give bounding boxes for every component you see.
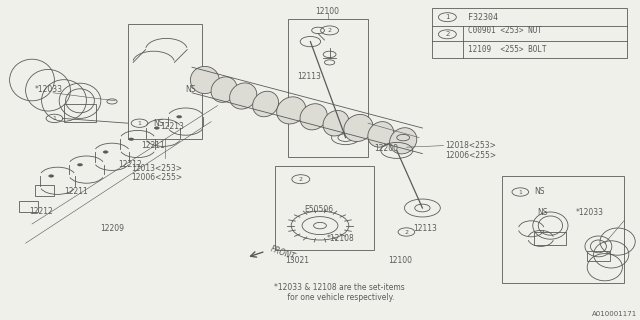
Text: 1: 1 xyxy=(138,121,141,126)
Bar xyxy=(64,104,96,122)
Circle shape xyxy=(129,138,134,140)
Ellipse shape xyxy=(344,115,373,141)
Text: 12213: 12213 xyxy=(160,122,184,131)
Bar xyxy=(587,251,610,261)
Text: A010001171: A010001171 xyxy=(591,311,637,317)
Ellipse shape xyxy=(390,128,417,154)
Text: 12100: 12100 xyxy=(388,256,412,265)
Bar xyxy=(502,176,624,283)
Text: 1: 1 xyxy=(52,116,56,121)
Bar xyxy=(534,232,566,245)
Text: 12212: 12212 xyxy=(29,207,52,216)
Bar xyxy=(19,201,38,212)
Text: 12006<255>: 12006<255> xyxy=(445,151,496,160)
Text: 2: 2 xyxy=(404,229,408,235)
Ellipse shape xyxy=(276,97,306,124)
Text: 12212: 12212 xyxy=(118,160,142,169)
Text: 12211: 12211 xyxy=(141,141,164,150)
Text: 12109  <255> BOLT: 12109 <255> BOLT xyxy=(468,45,547,54)
Text: NS: NS xyxy=(186,85,196,94)
Bar xyxy=(288,19,368,157)
Text: *12033: *12033 xyxy=(35,85,63,94)
Text: 12200: 12200 xyxy=(374,144,398,153)
Text: F32304: F32304 xyxy=(468,13,498,22)
Text: C00901 <253> NUT: C00901 <253> NUT xyxy=(468,26,542,35)
Bar xyxy=(275,166,374,250)
Text: 2: 2 xyxy=(328,28,332,33)
Text: NS: NS xyxy=(538,208,548,217)
Text: 12013<253>: 12013<253> xyxy=(131,164,182,172)
Text: 12100: 12100 xyxy=(316,7,340,16)
Text: *12108: *12108 xyxy=(326,234,354,243)
Circle shape xyxy=(49,175,54,177)
Circle shape xyxy=(103,151,108,153)
Text: 12211: 12211 xyxy=(64,188,88,196)
Ellipse shape xyxy=(253,91,278,117)
Circle shape xyxy=(154,127,159,129)
Ellipse shape xyxy=(300,104,327,130)
Text: 1: 1 xyxy=(518,189,522,195)
Bar xyxy=(35,185,54,196)
Ellipse shape xyxy=(191,67,219,94)
Text: 1: 1 xyxy=(445,14,450,20)
Circle shape xyxy=(77,164,83,166)
Text: NS: NS xyxy=(534,188,545,196)
Text: 12113: 12113 xyxy=(413,224,436,233)
Ellipse shape xyxy=(211,77,237,102)
Ellipse shape xyxy=(230,83,257,109)
Text: 12209: 12209 xyxy=(100,224,124,233)
Text: 2: 2 xyxy=(299,177,303,182)
Text: FRONT: FRONT xyxy=(269,244,296,261)
Circle shape xyxy=(177,116,182,118)
Text: 12018<253>: 12018<253> xyxy=(445,141,495,150)
Text: 12113: 12113 xyxy=(298,72,321,81)
Text: NS: NS xyxy=(154,119,164,128)
Bar xyxy=(128,24,202,139)
Text: 12006<255>: 12006<255> xyxy=(131,173,182,182)
Ellipse shape xyxy=(323,110,349,136)
Text: 2: 2 xyxy=(445,31,449,37)
Bar xyxy=(432,8,627,58)
Ellipse shape xyxy=(368,122,394,147)
Text: E50506: E50506 xyxy=(304,205,333,214)
Text: *12033: *12033 xyxy=(576,208,604,217)
Text: 13021: 13021 xyxy=(285,256,310,265)
Text: *12033 & 12108 are the set-items
 for one vehicle respectively.: *12033 & 12108 are the set-items for one… xyxy=(274,283,404,302)
